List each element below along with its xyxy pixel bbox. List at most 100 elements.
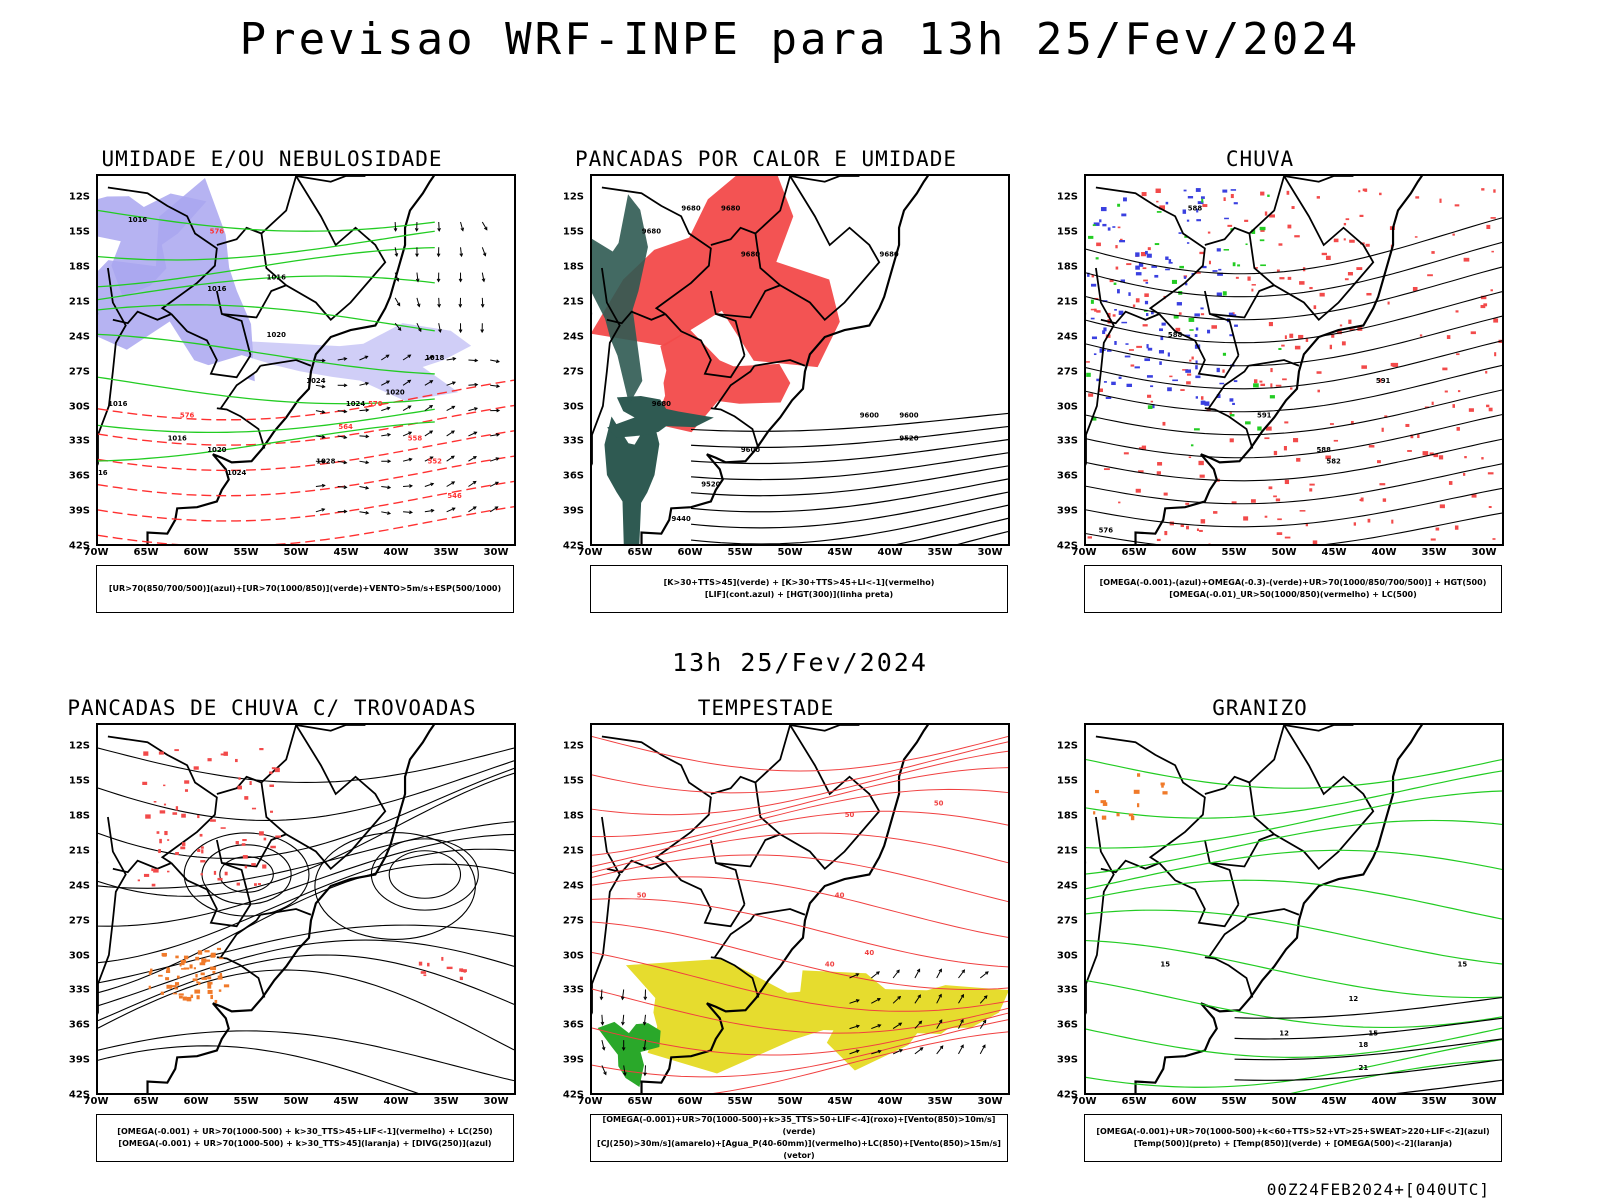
precip-speck bbox=[1107, 227, 1111, 231]
lon-tick-label: 30W bbox=[1471, 547, 1497, 558]
precip-speck bbox=[1112, 226, 1116, 228]
precip-speck bbox=[1325, 255, 1331, 260]
precip-speck bbox=[1361, 365, 1367, 369]
precip-speck bbox=[1103, 327, 1107, 332]
precip-speck bbox=[418, 961, 423, 966]
precip-speck bbox=[1276, 532, 1283, 535]
precip-speck bbox=[1194, 313, 1200, 317]
isobar-label: 1016 bbox=[207, 285, 226, 293]
lc850-contour bbox=[592, 1019, 1008, 1078]
precip-speck bbox=[1151, 265, 1158, 268]
precip-speck bbox=[1233, 202, 1238, 205]
precip-speck bbox=[1264, 515, 1268, 518]
lon-tick-label: 65W bbox=[1121, 1096, 1147, 1107]
precip-speck bbox=[1178, 312, 1182, 315]
lon-tick-label: 45W bbox=[333, 547, 359, 558]
lc850-contour bbox=[592, 952, 1008, 1012]
lat-tick-label: 21S bbox=[562, 296, 584, 308]
humidity-high-levels bbox=[251, 323, 472, 402]
precip-speck bbox=[1245, 243, 1248, 246]
lat-tick-label: 42S bbox=[562, 540, 584, 552]
lon-tick-label: 65W bbox=[627, 1096, 653, 1107]
precip-speck bbox=[1289, 333, 1294, 338]
wind-vector bbox=[403, 511, 412, 513]
humidity-low-levels bbox=[98, 408, 435, 434]
lat-tick-label: 21S bbox=[1056, 845, 1078, 857]
height-label: 588 bbox=[1168, 331, 1183, 339]
precip-speck bbox=[1298, 334, 1304, 339]
height-label: 9680 bbox=[681, 205, 700, 213]
thickness-label: 576 bbox=[180, 412, 195, 420]
precip-speck bbox=[1118, 376, 1122, 379]
panel-chuva: CHUVA 12S 15S 18S 21S 24S 27S 30S 33S 36S 39S 42S … bbox=[1030, 147, 1504, 617]
wind-vector bbox=[394, 297, 401, 306]
height-label: 591 bbox=[1376, 377, 1391, 385]
precip-speck bbox=[1200, 196, 1205, 199]
thickness-contour bbox=[98, 455, 514, 497]
precip-speck bbox=[1194, 334, 1198, 338]
precip-speck bbox=[1093, 353, 1097, 356]
lat-tick-label: 36S bbox=[562, 1019, 584, 1031]
precip-speck bbox=[199, 962, 206, 966]
isobar-label: 1024 bbox=[306, 377, 325, 385]
jet-stream-area bbox=[799, 970, 1008, 1071]
thickness-label: 576 bbox=[210, 228, 225, 236]
precip-speck bbox=[269, 784, 275, 787]
precip-speck bbox=[1150, 400, 1154, 403]
precip-speck bbox=[1284, 421, 1289, 424]
precip-speck bbox=[163, 803, 167, 806]
precip-speck bbox=[159, 810, 166, 814]
precip-speck bbox=[271, 767, 276, 770]
precip-speck bbox=[1136, 345, 1143, 348]
precip-speck bbox=[1167, 352, 1170, 357]
precip-speck bbox=[1222, 369, 1225, 373]
precip-speck bbox=[446, 966, 453, 970]
lat-tick-label: 15S bbox=[562, 226, 584, 238]
precip-speck bbox=[1117, 226, 1121, 229]
lc850-contour bbox=[592, 741, 1008, 794]
precip-speck bbox=[1115, 266, 1119, 270]
precip-speck bbox=[1223, 197, 1226, 201]
wind-vector bbox=[849, 999, 860, 1004]
precip-speck bbox=[1126, 383, 1133, 387]
precip-speck bbox=[1189, 329, 1194, 331]
hgt500-contour bbox=[1086, 266, 1502, 321]
wind-vector bbox=[914, 994, 921, 1004]
height-label: 9440 bbox=[672, 515, 691, 523]
precip-speck bbox=[1439, 504, 1445, 509]
wind-vector bbox=[489, 506, 498, 513]
wind-vector bbox=[892, 996, 901, 1004]
wind-vector bbox=[490, 433, 500, 437]
map bbox=[96, 723, 516, 1095]
precip-speck bbox=[1135, 252, 1140, 257]
height-label: 591 bbox=[1257, 412, 1272, 420]
precip-speck bbox=[1260, 383, 1266, 387]
precip-speck bbox=[1287, 224, 1292, 229]
wind-vector bbox=[424, 355, 434, 361]
precip-speck bbox=[1343, 238, 1346, 241]
wind-vector bbox=[416, 297, 420, 307]
lon-tick-label: 70W bbox=[577, 1096, 603, 1107]
precip-speck bbox=[1103, 468, 1110, 471]
basemap bbox=[592, 725, 930, 1093]
precip-speck bbox=[1169, 375, 1173, 378]
lat-tick-label: 27S bbox=[1056, 915, 1078, 927]
temp500-contour bbox=[1234, 996, 1502, 1019]
precip-speck bbox=[1283, 445, 1287, 451]
precip-speck bbox=[1229, 412, 1232, 416]
precip-speck bbox=[1090, 283, 1097, 287]
precip-speck bbox=[1233, 380, 1238, 383]
precip-speck bbox=[214, 999, 218, 1004]
panel-pancadas-calor: PANCADAS POR CALOR E UMIDADE 12S 15S 18S 21… bbox=[536, 147, 1010, 617]
legend-line: [UR>70(850/700/500)](azul)+[UR>70(1000/8… bbox=[108, 584, 502, 593]
streamline bbox=[98, 954, 514, 1022]
precip-speck bbox=[1102, 223, 1107, 227]
lc850-contour bbox=[592, 898, 1008, 968]
precip-speck bbox=[1446, 335, 1451, 339]
lc850-contour bbox=[592, 854, 1008, 903]
precip-speck bbox=[1232, 314, 1237, 317]
precip-speck bbox=[1341, 341, 1346, 346]
precip-speck bbox=[171, 985, 177, 988]
wind-vector bbox=[914, 1047, 924, 1055]
wind-vector bbox=[936, 969, 942, 979]
